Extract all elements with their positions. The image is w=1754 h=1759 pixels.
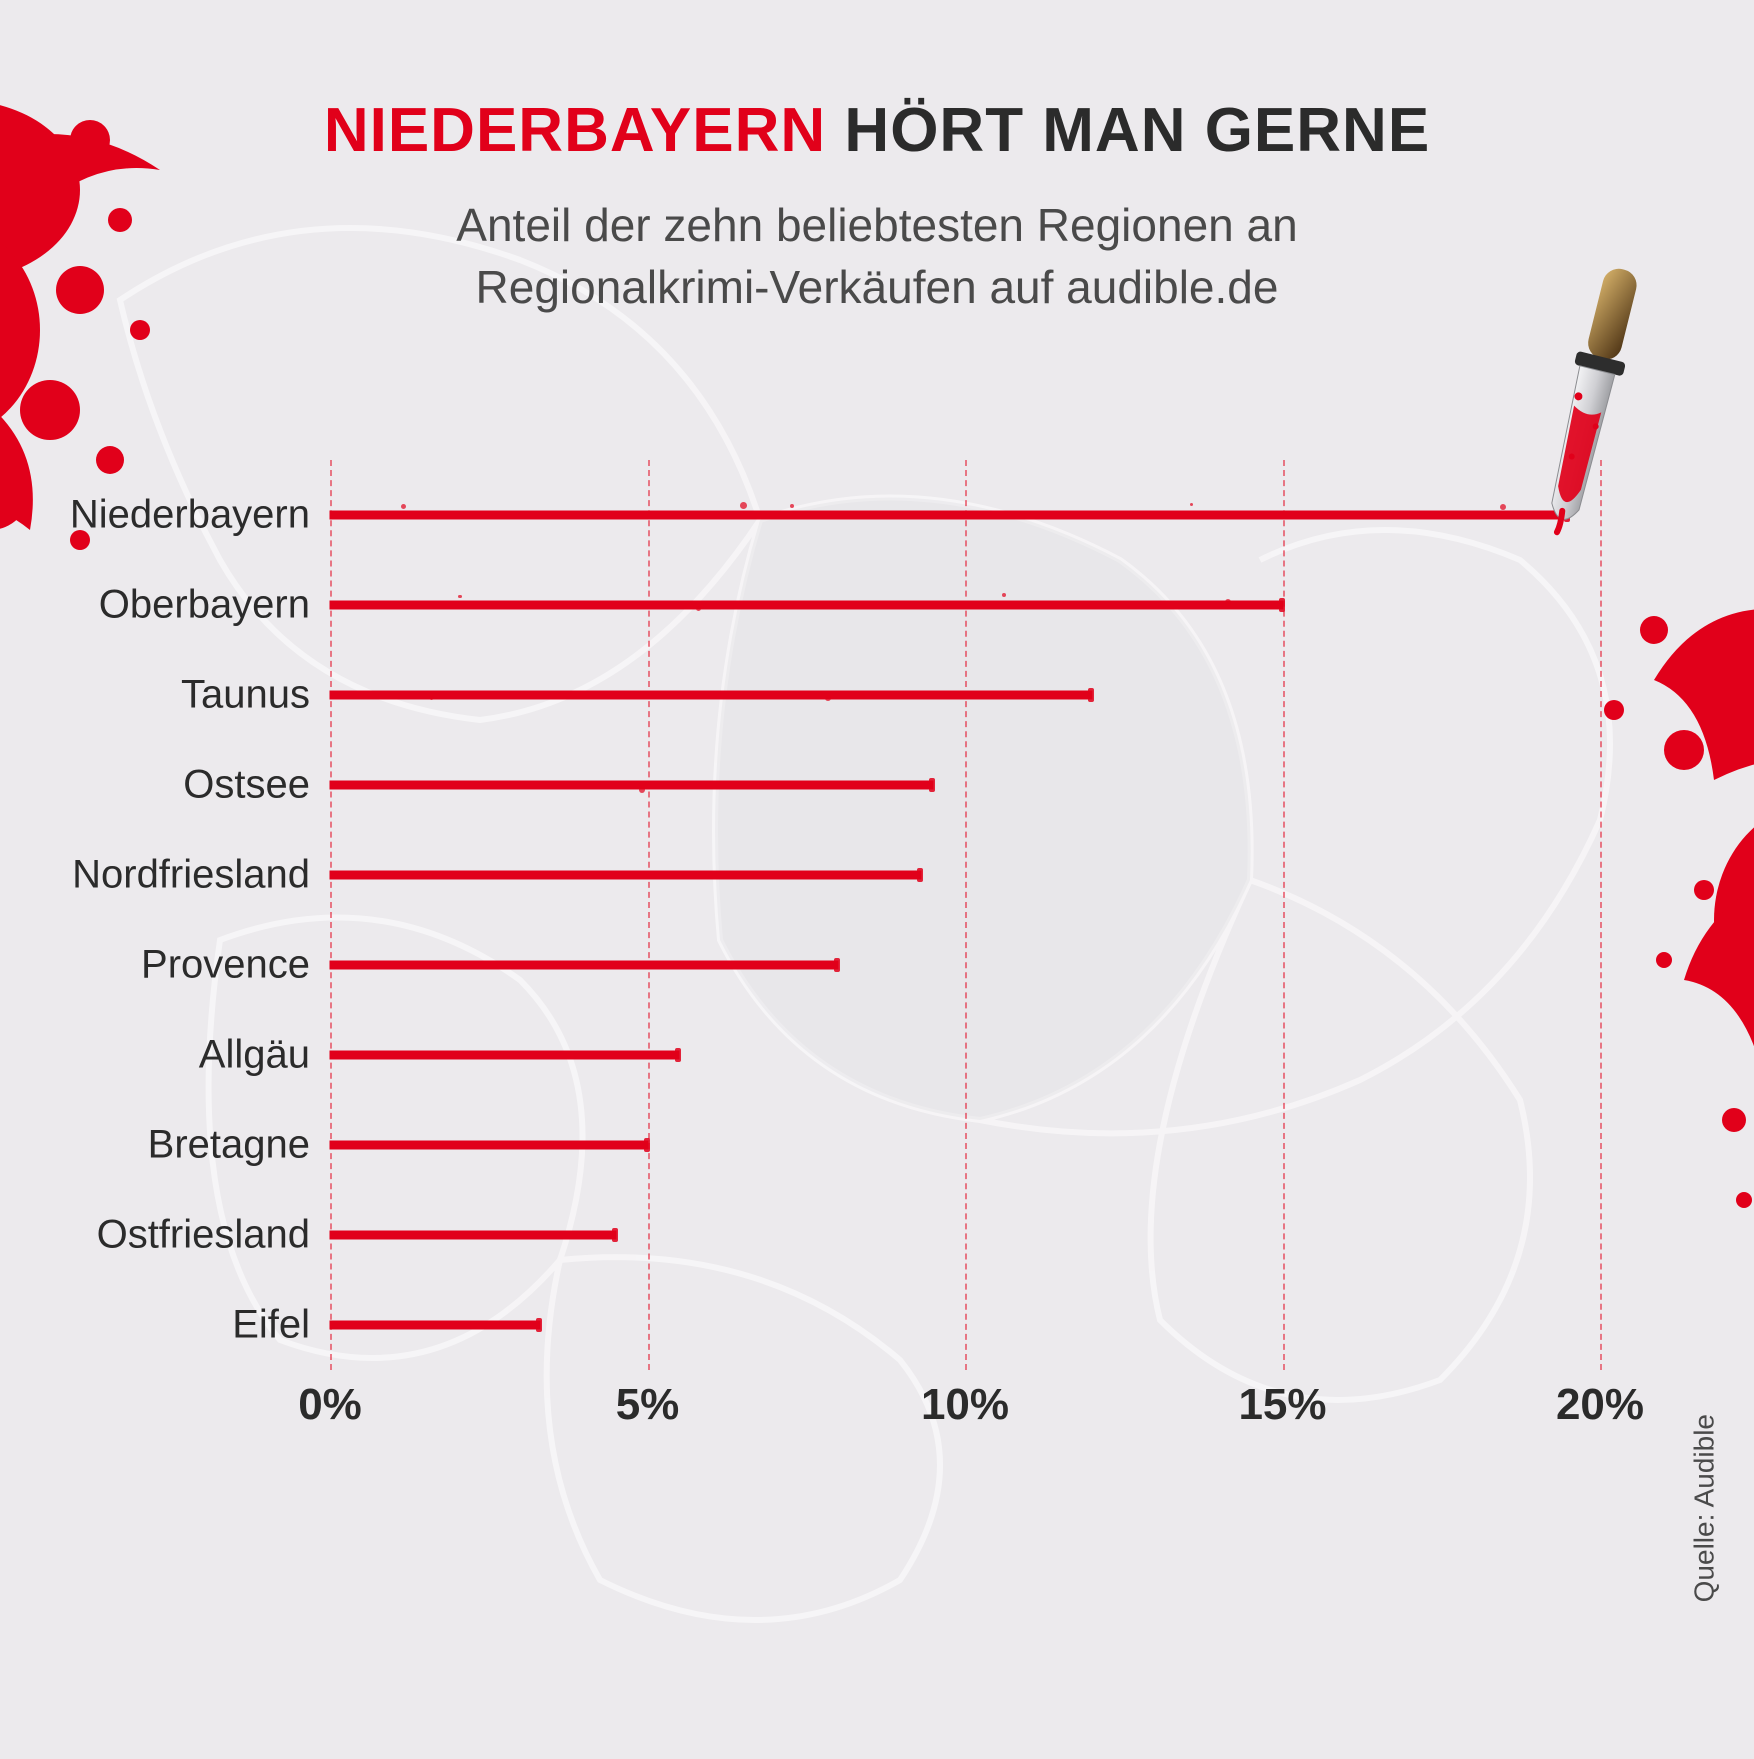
bar [330,691,1092,699]
title-rest: HÖRT MAN GERNE [826,96,1430,165]
category-label: Ostsee [10,763,310,808]
category-label: Bretagne [10,1123,310,1168]
category-label: Eifel [10,1303,310,1348]
x-tick-label: 5% [616,1380,680,1430]
chart-row: Nordfriesland [330,830,1600,920]
chart-row: Ostsee [330,740,1600,830]
chart-row: Ostfriesland [330,1190,1600,1280]
chart-row: Oberbayern [330,560,1600,650]
bar [330,961,838,969]
title-highlight: NIEDERBAYERN [324,96,826,165]
plot-area: NiederbayernOberbayernTaunusOstseeNordfr… [330,460,1600,1370]
bar [330,601,1283,609]
category-label: Taunus [10,673,310,718]
x-tick-label: 0% [298,1380,362,1430]
category-label: Nordfriesland [10,853,310,898]
gridline [1600,460,1602,1370]
bar [330,1051,679,1059]
category-label: Provence [10,943,310,988]
bar [330,1141,648,1149]
bar-chart: NiederbayernOberbayernTaunusOstseeNordfr… [330,460,1600,1490]
subtitle: Anteil der zehn beliebtesten Regionen an… [0,194,1754,318]
title-block: NIEDERBAYERN HÖRT MAN GERNE Anteil der z… [0,95,1754,318]
source-credit: Quelle: Audible [1688,1414,1720,1602]
bar [330,511,1568,519]
bar [330,871,921,879]
category-label: Oberbayern [10,583,310,628]
chart-row: Taunus [330,650,1600,740]
chart-row: Provence [330,920,1600,1010]
x-tick-label: 15% [1238,1380,1326,1430]
x-tick-label: 10% [921,1380,1009,1430]
x-axis: 0%5%10%15%20% [330,1380,1600,1440]
bar [330,781,933,789]
x-tick-label: 20% [1556,1380,1644,1430]
category-label: Allgäu [10,1033,310,1078]
chart-row: Bretagne [330,1100,1600,1190]
chart-row: Niederbayern [330,470,1600,560]
subtitle-line2: Regionalkrimi-Verkäufen auf audible.de [476,261,1279,313]
subtitle-line1: Anteil der zehn beliebtesten Regionen an [456,199,1297,251]
chart-row: Allgäu [330,1010,1600,1100]
category-label: Niederbayern [10,493,310,538]
bar [330,1321,540,1329]
bar [330,1231,616,1239]
page-title: NIEDERBAYERN HÖRT MAN GERNE [0,95,1754,166]
chart-row: Eifel [330,1280,1600,1370]
category-label: Ostfriesland [10,1213,310,1258]
